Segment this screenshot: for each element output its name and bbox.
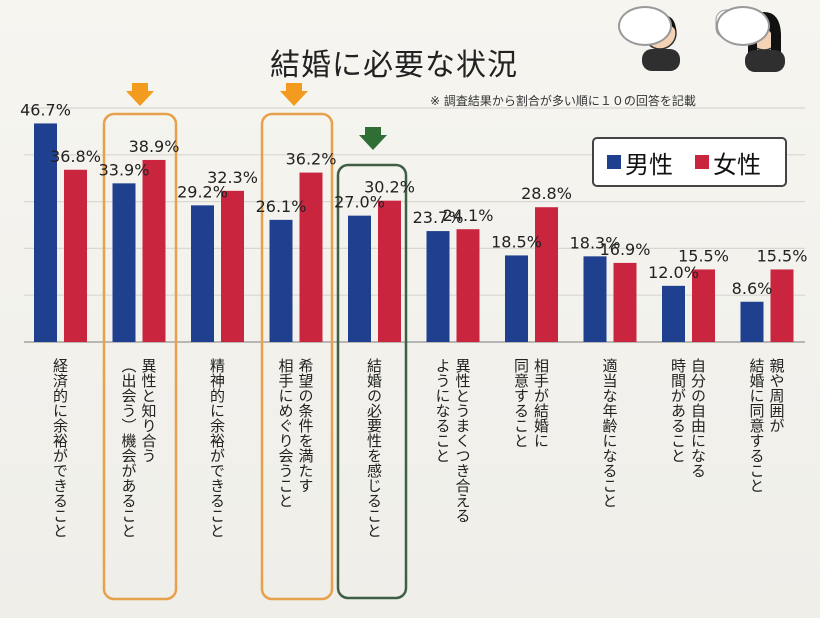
chart-title: 結婚に必要な状況 — [270, 48, 518, 83]
value-label-male-0: 46.7% — [20, 100, 71, 119]
category-label-3: 相手にめぐり会うこと — [277, 358, 295, 508]
bar-female-6 — [535, 207, 558, 342]
value-label-female-2: 32.3% — [207, 168, 258, 187]
male-swatch — [607, 155, 621, 169]
category-label-2: 精神的に余裕ができること — [208, 358, 226, 538]
bar-male-2 — [191, 205, 214, 342]
bar-female-5 — [456, 229, 480, 342]
man-thinking-icon — [618, 2, 690, 72]
value-label-male-5: 23.7% — [413, 208, 464, 227]
bar-male-9 — [740, 301, 764, 342]
bar-male-1 — [112, 183, 136, 342]
bar-male-4 — [348, 215, 371, 342]
value-label-female-1: 38.9% — [129, 137, 180, 156]
value-label-female-6: 28.8% — [521, 184, 572, 203]
value-label-female-4: 30.2% — [364, 178, 415, 197]
bar-female-8 — [692, 269, 715, 342]
down-arrow-orange-icon — [280, 83, 308, 106]
woman-body-icon — [745, 50, 785, 72]
highlight-box-4 — [336, 163, 408, 600]
category-label-8: 自分の自由になる — [689, 358, 707, 478]
value-label-male-1: 33.9% — [99, 160, 150, 179]
bar-female-3 — [299, 172, 323, 342]
highlight-box-3 — [260, 112, 334, 601]
bar-female-4 — [378, 200, 401, 342]
legend-label-female: 女性 — [713, 150, 761, 179]
value-label-male-7: 18.3% — [570, 233, 621, 252]
legend: 男性 女性 — [592, 137, 787, 187]
category-label-3: 希望の条件を満たす — [297, 358, 315, 493]
value-label-female-9: 15.5% — [757, 246, 808, 265]
bar-female-2 — [221, 190, 244, 342]
legend-item-female: 女性 — [695, 147, 761, 179]
bar-male-3 — [269, 219, 293, 342]
bar-male-0 — [34, 123, 57, 342]
category-label-4: 結婚の必要性を感じること — [365, 358, 383, 538]
value-label-female-8: 15.5% — [678, 246, 729, 265]
category-label-5: 異性とうまくつき合える — [454, 358, 472, 523]
category-label-7: 適当な年齢になること — [601, 357, 619, 508]
value-label-male-4: 27.0% — [334, 193, 385, 212]
category-label-9: 親や周囲が — [768, 358, 786, 433]
value-label-female-5: 24.1% — [443, 206, 494, 225]
category-label-8: 時間があること — [669, 358, 687, 463]
legend-label-male: 男性 — [625, 150, 673, 179]
category-label-0: 経済的に余裕ができること — [51, 358, 69, 538]
value-label-male-6: 18.5% — [491, 232, 542, 251]
woman-thinking-icon — [716, 2, 788, 72]
value-label-male-8: 12.0% — [648, 263, 699, 282]
value-label-female-7: 16.9% — [600, 240, 651, 259]
down-arrow-green-icon — [359, 127, 387, 150]
female-swatch — [695, 155, 709, 169]
value-label-male-3: 26.1% — [256, 197, 307, 216]
bar-male-8 — [662, 285, 685, 342]
category-label-1: （出会う）機会があること — [120, 358, 138, 538]
category-label-5: ようになること — [434, 358, 452, 463]
bar-male-5 — [426, 231, 450, 342]
bar-female-9 — [770, 269, 794, 342]
value-label-male-9: 8.6% — [732, 279, 773, 298]
value-label-male-2: 29.2% — [177, 182, 228, 201]
legend-item-male: 男性 — [607, 147, 673, 179]
highlight-box-1 — [102, 112, 178, 601]
category-label-6: 相手が結婚に — [532, 358, 550, 448]
bar-female-1 — [142, 159, 166, 342]
bar-male-7 — [583, 256, 607, 342]
bar-female-7 — [613, 262, 637, 342]
category-label-6: 同意すること — [512, 358, 530, 448]
down-arrow-orange-icon — [126, 83, 154, 106]
bar-male-6 — [505, 255, 528, 342]
value-label-female-0: 36.8% — [50, 147, 101, 166]
category-label-1: 異性と知り合う — [140, 358, 158, 463]
chart-note: ※ 調査結果から割合が多い順に１０の回答を記載 — [430, 94, 696, 108]
category-label-9: 結婚に同意すること — [748, 358, 766, 493]
man-body-icon — [642, 49, 680, 71]
value-label-female-3: 36.2% — [286, 150, 337, 169]
bar-female-0 — [64, 169, 87, 342]
